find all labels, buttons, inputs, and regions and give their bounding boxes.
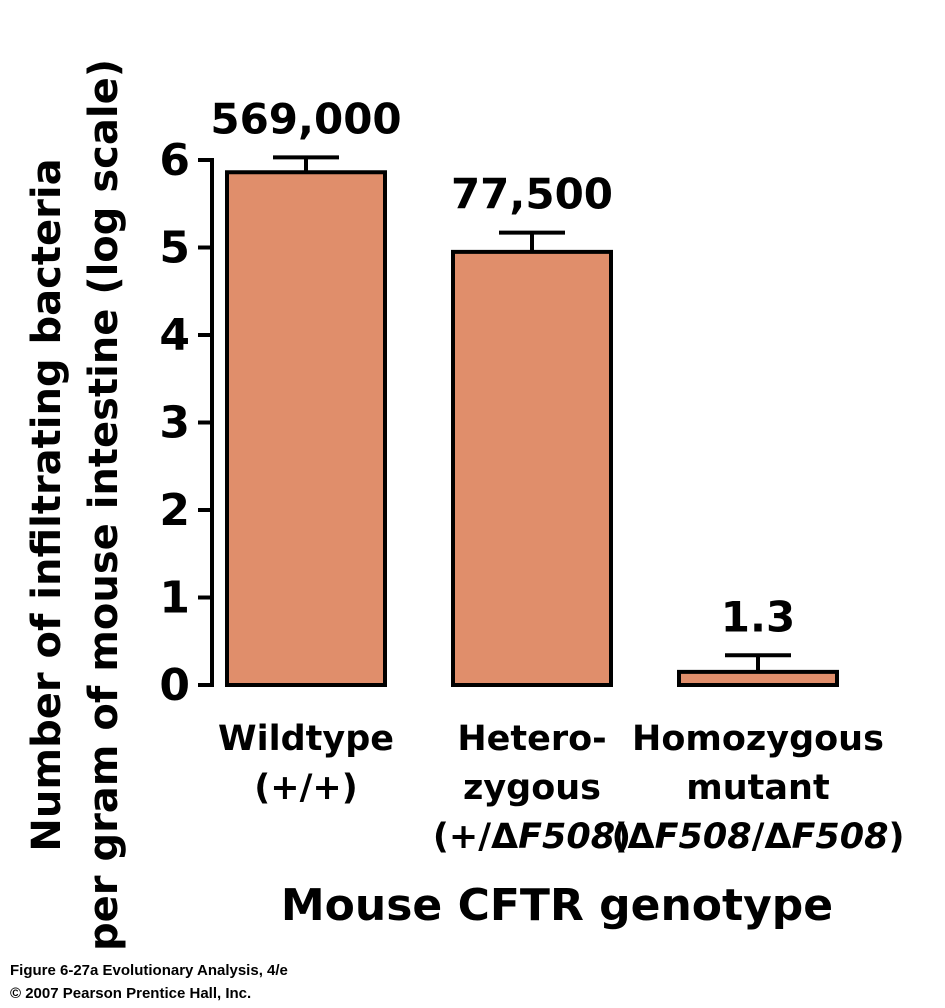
x-axis-label: Mouse CFTR genotype <box>281 880 833 931</box>
x-tick-label: zygous <box>463 768 601 808</box>
x-tick-label: Hetero- <box>457 719 606 759</box>
y-tick-label: 4 <box>159 310 190 361</box>
x-tick-label: Wildtype <box>218 719 394 759</box>
y-axis-label: per gram of mouse intestine (log scale) <box>81 59 127 951</box>
copyright-notice: © 2007 Pearson Prentice Hall, Inc. <box>10 985 252 1002</box>
y-tick-label: 3 <box>159 398 190 449</box>
figure-caption: Figure 6-27a Evolutionary Analysis, 4/e <box>10 962 288 979</box>
x-tick-label: Homozygous <box>632 719 884 759</box>
y-tick-label: 5 <box>159 223 190 274</box>
data-label: 77,500 <box>451 170 613 219</box>
y-tick-label: 1 <box>159 573 190 624</box>
bar <box>225 170 387 687</box>
y-axis-label: Number of infiltrating bacteria <box>24 158 70 851</box>
y-tick-label: 2 <box>159 485 190 536</box>
y-tick-label: 6 <box>159 135 190 186</box>
y-tick-label: 0 <box>159 660 190 711</box>
x-tick-label: (+/ΔF508) <box>433 817 631 857</box>
bar <box>451 249 613 687</box>
x-tick-label: (+/+) <box>254 768 357 808</box>
bar <box>677 669 839 687</box>
x-tick-label: (ΔF508/ΔF508) <box>612 817 905 857</box>
data-label: 569,000 <box>210 94 401 143</box>
data-label: 1.3 <box>721 592 795 641</box>
x-tick-label: mutant <box>686 768 829 808</box>
